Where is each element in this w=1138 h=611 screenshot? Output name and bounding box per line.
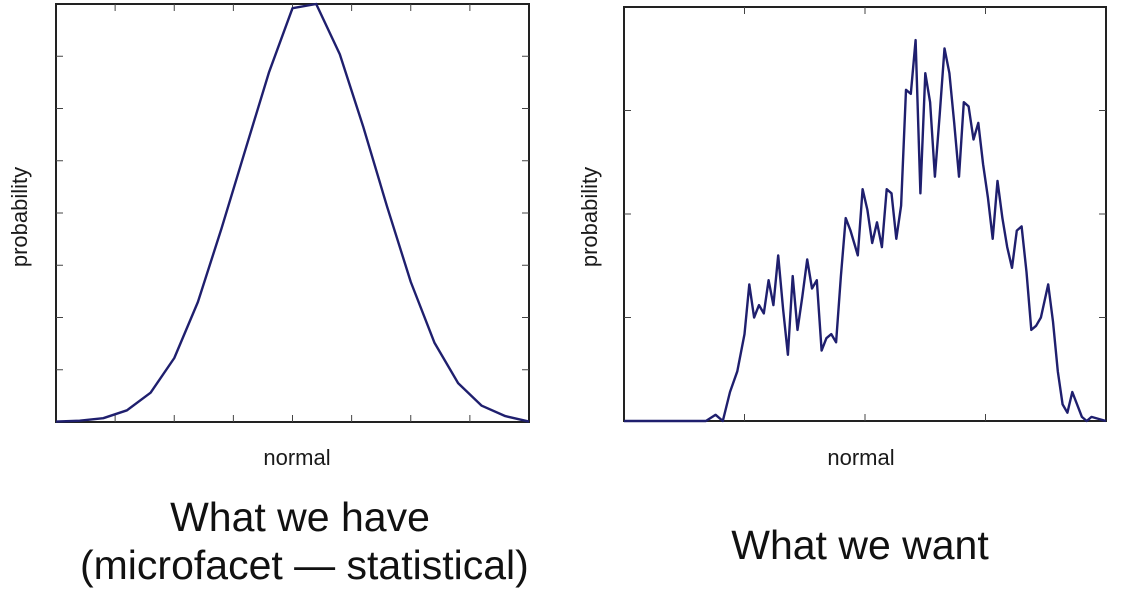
y-axis-label-gaussian: probability <box>7 167 32 267</box>
tick-marks-gaussian <box>56 4 529 422</box>
x-axis-label-gaussian: normal <box>263 445 330 470</box>
chart-gaussian: normal probability <box>7 2 530 470</box>
caption-line-1: What we have <box>170 494 430 540</box>
plot-area-noisy <box>623 6 1107 422</box>
caption-line-1: What we want <box>731 522 989 568</box>
chart-noisy: normal probability <box>577 6 1107 470</box>
caption-line-2: (microfacet — statistical) <box>80 542 529 588</box>
plot-area-gaussian <box>55 3 530 423</box>
series-line-gaussian <box>55 2 530 423</box>
tick-marks-noisy <box>624 7 1106 421</box>
caption-what-we-want: What we want <box>650 521 1070 569</box>
caption-what-we-have: What we have (microfacet — statistical) <box>80 493 529 589</box>
x-axis-label-noisy: normal <box>827 445 894 470</box>
y-axis-label-noisy: probability <box>577 167 602 267</box>
series-line-noisy <box>624 38 1107 423</box>
